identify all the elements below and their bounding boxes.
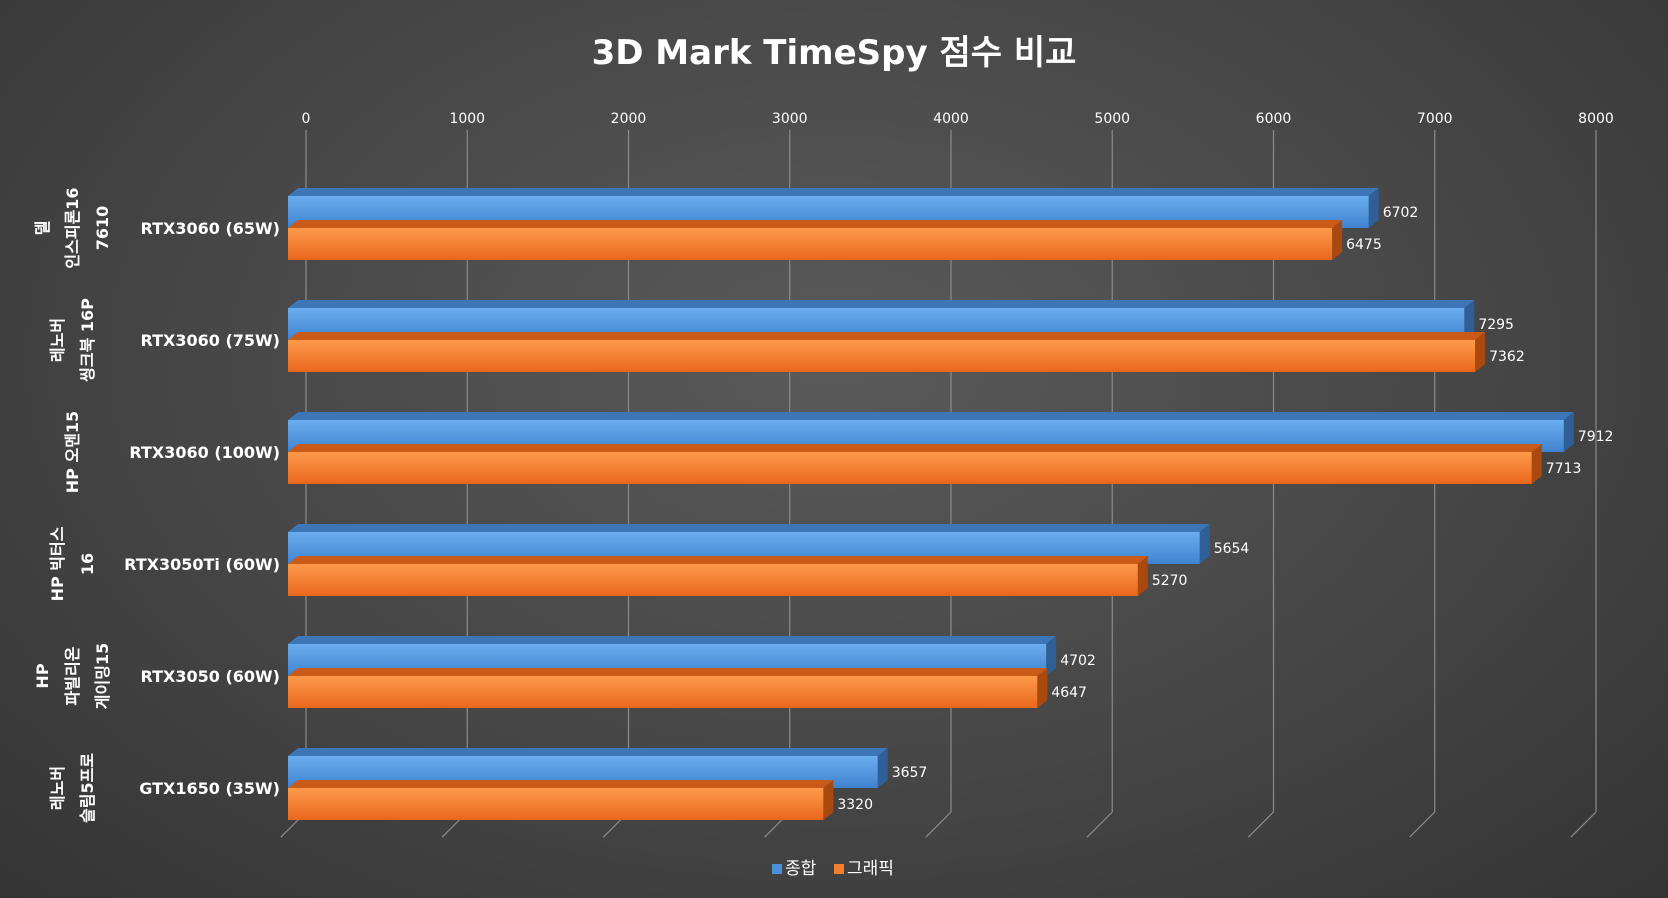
legend-label: 그래픽	[847, 859, 894, 879]
bar-top-face	[288, 220, 1343, 228]
floor-gridline	[1570, 811, 1597, 838]
bar-top-face	[288, 780, 834, 788]
group-label-line: 레노버	[48, 318, 67, 362]
bar-graphics-0	[288, 220, 1343, 260]
group-label: 레노버 슬림5프로	[48, 753, 97, 823]
bar-front-face	[288, 676, 1038, 708]
data-label: 6702	[1383, 205, 1419, 221]
bar-front-face	[288, 788, 824, 820]
x-tick-label: 0	[302, 111, 311, 127]
group-label-line: HP 오멘15	[63, 411, 82, 493]
bar-top-face	[288, 636, 1057, 644]
group-label-line: HP	[33, 663, 52, 688]
floor-gridline	[1247, 811, 1274, 838]
data-label: 5270	[1152, 573, 1188, 589]
x-axis-ticks: 0 1000 2000 3000 4000 5000 6000 7000 8000	[302, 111, 1614, 127]
data-label: 7713	[1546, 461, 1582, 477]
bar-graphics-3	[288, 556, 1148, 596]
bar-end-face	[1046, 636, 1057, 676]
bar-top-face	[288, 668, 1048, 676]
legend: 종합 그래픽	[772, 859, 894, 879]
group-label-line: 슬림5프로	[78, 753, 97, 823]
group-label-line: 레노버	[48, 766, 67, 810]
data-label: 3657	[892, 765, 928, 781]
bar-end-face	[877, 748, 888, 788]
legend-swatch	[834, 864, 844, 874]
data-label: 7295	[1478, 317, 1514, 333]
bar-top-face	[288, 524, 1210, 532]
floor-gridline	[925, 811, 952, 838]
bar-front-face	[288, 564, 1138, 596]
group-label: 델 인스피론16 7610	[33, 187, 112, 268]
data-label: 7362	[1489, 349, 1525, 365]
category-label: RTX3050 (60W)	[141, 667, 281, 686]
group-labels: 델 인스피론16 7610 레노버 씽크북 16P HP 오멘15 HP 빅터스 16 HP 파빌…	[33, 187, 112, 823]
bar-front-face	[288, 228, 1333, 260]
bar-graphics-1	[288, 332, 1486, 372]
group-label: 레노버 씽크북 16P	[48, 298, 97, 382]
bar-graphics-4	[288, 668, 1048, 708]
x-tick-label: 1000	[449, 111, 485, 127]
bar-top-face	[288, 412, 1574, 420]
chart-title: 3D Mark TimeSpy 점수 비교	[592, 33, 1077, 73]
x-tick-label: 6000	[1256, 111, 1292, 127]
data-label: 4702	[1060, 653, 1096, 669]
bar-end-face	[1464, 300, 1475, 340]
x-tick-label: 8000	[1578, 111, 1614, 127]
group-label: HP 파빌리온 게이밍15	[33, 643, 112, 709]
category-labels: RTX3060 (65W) RTX3060 (75W) RTX3060 (100W)…	[124, 219, 280, 798]
bar-end-face	[1531, 444, 1542, 484]
bar-top-face	[288, 748, 888, 756]
category-label: RTX3050Ti (60W)	[124, 555, 280, 574]
legend-swatch	[772, 864, 782, 874]
bar-graphics-2	[288, 444, 1542, 484]
legend-label: 종합	[785, 859, 817, 879]
bar-end-face	[1137, 556, 1148, 596]
category-label: RTX3060 (65W)	[141, 219, 281, 238]
group-label-line: 델	[33, 221, 52, 236]
bar-end-face	[1475, 332, 1486, 372]
group-label-line: 게이밍15	[93, 643, 112, 709]
bar-end-face	[823, 780, 834, 820]
bar-top-face	[288, 556, 1148, 564]
bar-top-face	[288, 444, 1542, 452]
data-label: 4647	[1051, 685, 1087, 701]
group-label-line: HP 빅터스	[48, 526, 67, 601]
bar-end-face	[1037, 668, 1048, 708]
group-label: HP 빅터스 16	[48, 526, 97, 601]
group-label-line: 7610	[93, 206, 112, 251]
bar-front-face	[288, 452, 1532, 484]
x-tick-label: 7000	[1417, 111, 1453, 127]
bar-end-face	[1368, 188, 1379, 228]
x-tick-label: 2000	[611, 111, 647, 127]
data-label: 7912	[1578, 429, 1614, 445]
bar-top-face	[288, 332, 1486, 340]
group-label-line: 인스피론16	[63, 187, 82, 268]
bar-end-face	[1332, 220, 1343, 260]
x-tick-label: 4000	[933, 111, 969, 127]
bar-end-face	[1199, 524, 1210, 564]
data-label: 3320	[837, 797, 873, 813]
category-label: GTX1650 (35W)	[139, 779, 280, 798]
bar-front-face	[288, 340, 1476, 372]
bar-end-face	[1563, 412, 1574, 452]
data-label: 6475	[1346, 237, 1382, 253]
floor-gridline	[1409, 811, 1436, 838]
bar-graphics-5	[288, 780, 834, 820]
group-label-line: 파빌리온	[63, 646, 82, 705]
category-label: RTX3060 (75W)	[141, 331, 281, 350]
data-label: 5654	[1214, 541, 1250, 557]
group-label: HP 오멘15	[63, 411, 82, 493]
group-label-line: 씽크북 16P	[78, 298, 97, 382]
category-label: RTX3060 (100W)	[129, 443, 280, 462]
floor-gridline	[1086, 811, 1113, 838]
bar-top-face	[288, 188, 1379, 196]
group-label-line: 16	[78, 553, 97, 575]
x-tick-label: 5000	[1094, 111, 1130, 127]
bar-top-face	[288, 300, 1475, 308]
x-tick-label: 3000	[772, 111, 808, 127]
